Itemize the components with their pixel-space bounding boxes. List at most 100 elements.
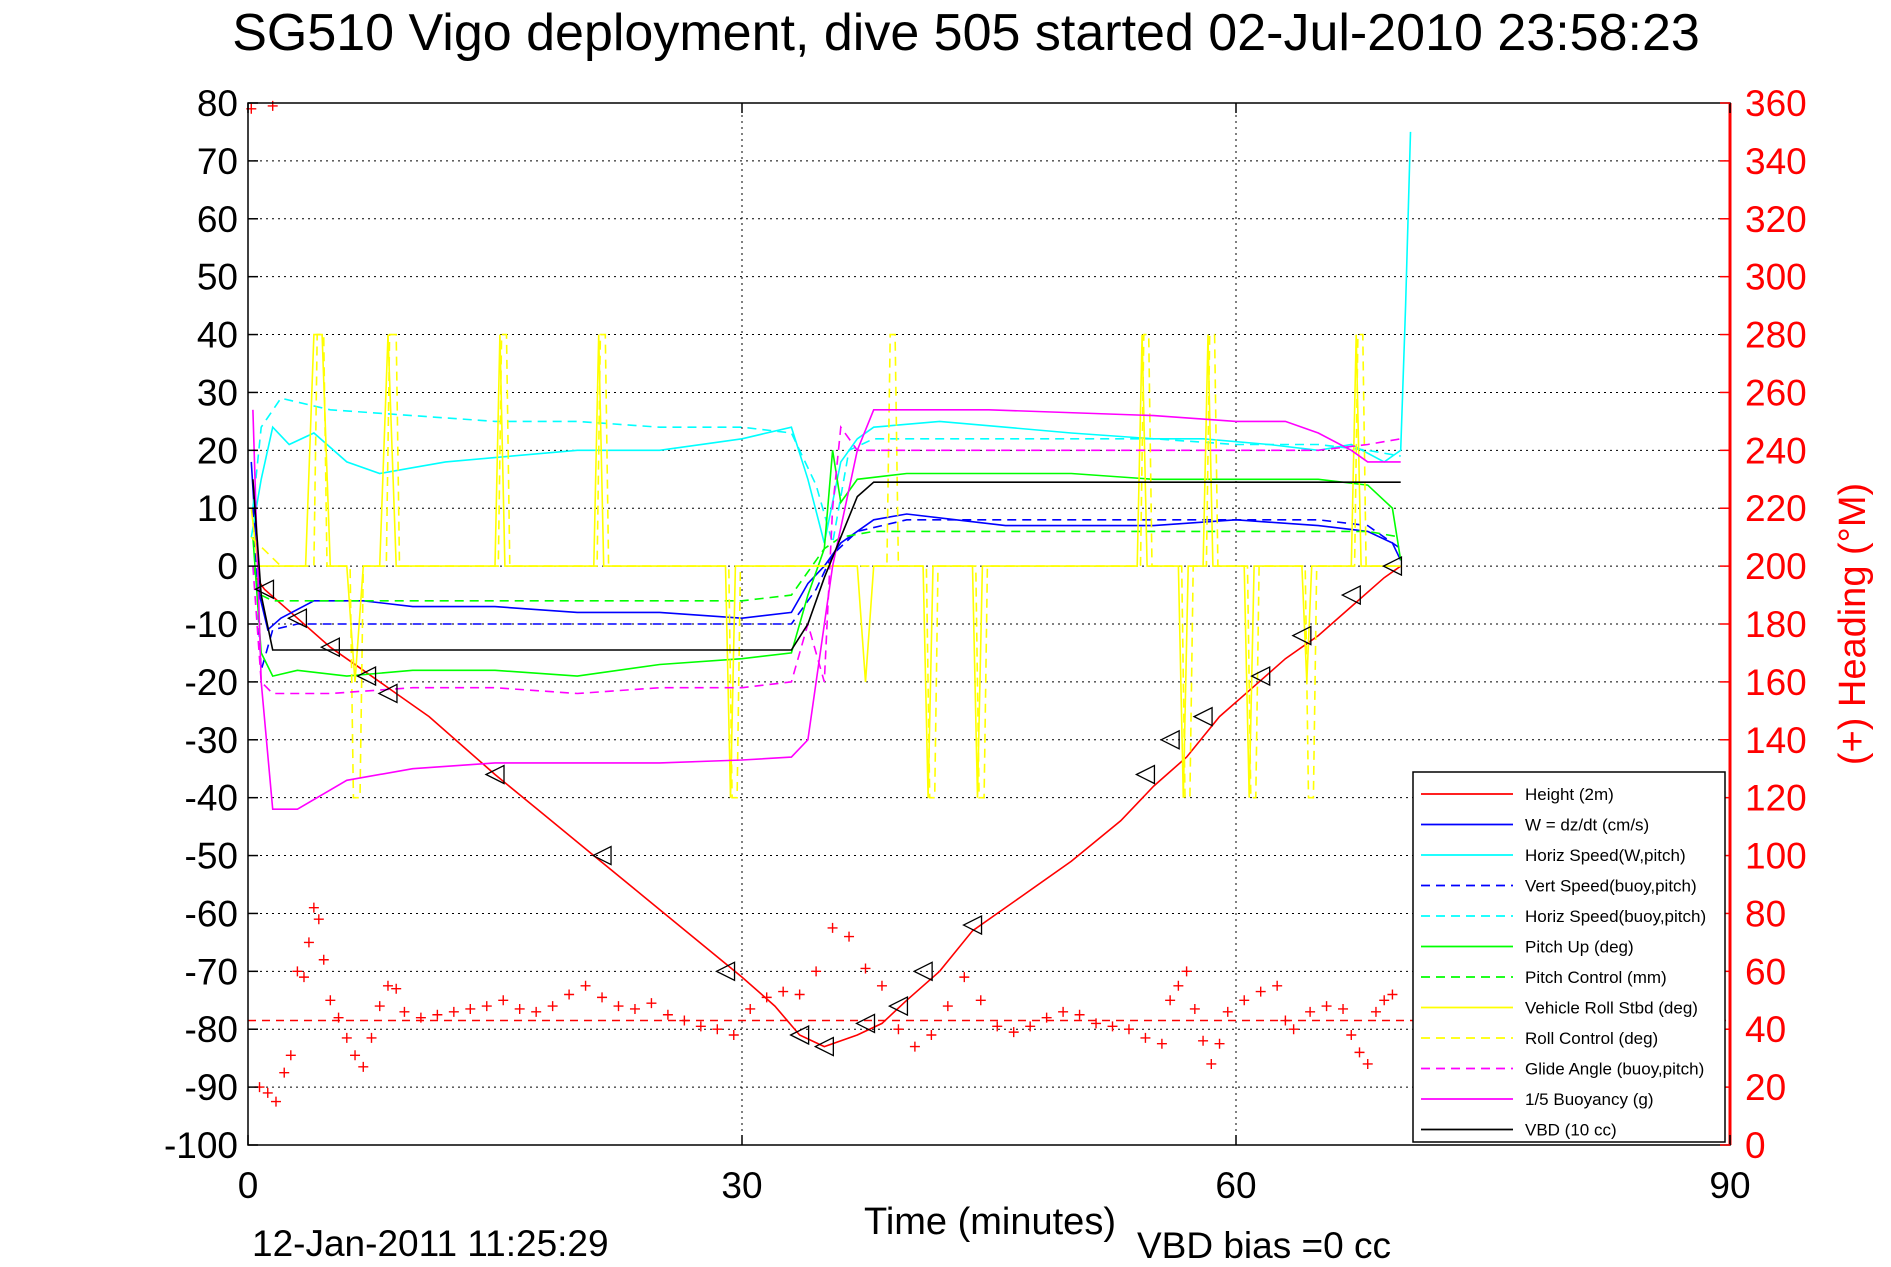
x-tick-label: 30 [721,1165,762,1206]
heading-point [1173,980,1184,991]
series-line-10 [252,409,1401,810]
heading-point [1362,1058,1373,1069]
heading-point [1058,1006,1069,1017]
y-tick-label: -30 [185,720,238,761]
heading-point [1206,1058,1217,1069]
depth-marker [356,666,377,687]
y2-tick-label: 240 [1745,430,1807,471]
heading-point [1338,1003,1349,1014]
y2-tick-label: 60 [1745,951,1786,992]
heading-point [391,983,402,994]
depth-marker [887,996,909,1017]
heading-point [514,1003,525,1014]
heading-point [1387,989,1398,1000]
series-line-3 [252,508,1402,671]
legend-box [1412,771,1726,1143]
heading-point [1288,1024,1299,1035]
heading-point [1305,1006,1316,1017]
depth-marker [377,683,398,704]
x-tick-label: 60 [1215,1165,1256,1206]
y-tick-label: 50 [197,257,238,298]
heading-point [1280,1015,1291,1026]
heading-point [318,954,329,965]
y-tick-label: 80 [197,83,238,124]
heading-point [1107,1021,1118,1032]
depth-marker [286,608,308,629]
heading-point [1222,1006,1233,1017]
heading-point [1140,1032,1151,1043]
heading-point [1008,1027,1019,1038]
y-tick-label: -70 [185,951,238,992]
heading-point [432,1009,443,1020]
heading-point [1255,986,1266,997]
depth-marker [484,764,505,785]
heading-point [959,972,970,983]
heading-point [679,1015,690,1026]
heading-point [1074,1009,1085,1020]
heading-point [942,1001,953,1012]
y-tick-label: -60 [185,893,238,934]
heading-point [794,989,805,1000]
y-tick-label: -80 [185,1009,238,1050]
series-line-8 [250,333,1401,799]
y-tick-label: 70 [197,141,238,182]
y-tick-label: -100 [164,1125,238,1166]
legend-label-8: Roll Control (deg) [1525,1029,1658,1048]
y2-tick-label: 100 [1745,836,1807,877]
y-tick-label: 60 [197,199,238,240]
heading-point [399,1006,410,1017]
series-line-4 [252,397,1401,544]
legend-label-1: W = dz/dt (cm/s) [1525,816,1649,835]
y2-tick-label: 300 [1745,257,1807,298]
heading-point [761,992,772,1003]
heading-point [662,1009,673,1020]
y2-tick-label: 80 [1745,893,1786,934]
legend-label-5: Pitch Up (deg) [1525,938,1634,957]
x-tick-label: 90 [1709,1165,1750,1206]
heading-point [860,963,871,974]
heading-point [712,1024,723,1035]
heading-point [1189,1003,1200,1014]
heading-point [1346,1030,1357,1041]
depth-marker [912,961,933,982]
heading-point [1181,966,1192,977]
heading-point [481,1001,492,1012]
y2-tick-label: 260 [1745,372,1807,413]
heading-point [333,1012,344,1023]
y2-tick-label: 160 [1745,662,1807,703]
heading-point [580,980,591,991]
footer-timestamp: 12-Jan-2011 11:25:29 [252,1223,609,1262]
y-tick-label: 10 [197,488,238,529]
heading-point [1123,1024,1134,1035]
heading-point [1156,1038,1167,1049]
footer-vbd-bias: VBD bias =0 cc [1137,1225,1391,1262]
depth-marker [1134,764,1156,785]
heading-point [876,980,887,991]
heading-point [292,966,303,977]
y-tick-label: 40 [197,315,238,356]
heading-point [1091,1018,1102,1029]
y2-axis-label: (+) Heading (°M) [1832,483,1874,765]
heading-point [325,995,336,1006]
legend-label-4: Horiz Speed(buoy,pitch) [1525,907,1706,926]
y2-tick-label: 220 [1745,488,1807,529]
heading-point [1214,1038,1225,1049]
y-tick-label: -90 [185,1067,238,1108]
depth-marker [789,1024,810,1046]
heading-point [1370,1006,1381,1017]
y2-tick-label: 200 [1745,546,1807,587]
depth-marker [962,914,983,936]
y2-tick-label: 120 [1745,778,1807,819]
heading-point [1272,980,1283,991]
heading-point [448,1006,459,1017]
depth-marker [715,961,736,982]
y-tick-label: -10 [185,604,238,645]
legend-label-10: 1/5 Buoyancy (g) [1525,1090,1654,1109]
y2-tick-label: 320 [1745,199,1807,240]
heading-point [270,1096,281,1107]
depth-marker [1192,706,1213,727]
heading-point [374,1001,385,1012]
heading-point [811,966,822,977]
